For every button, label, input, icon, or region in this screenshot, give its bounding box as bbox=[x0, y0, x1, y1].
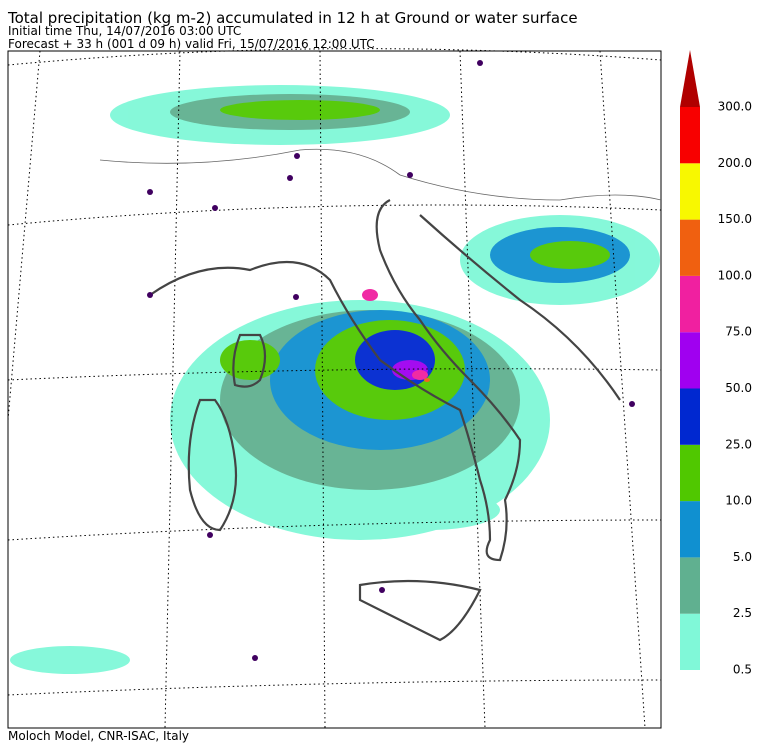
colorbar-label: 2.5 bbox=[733, 606, 752, 620]
colorbar-label: 100.0 bbox=[718, 268, 752, 282]
colorbar-label: 75.0 bbox=[725, 325, 752, 339]
colorbar-label: 150.0 bbox=[718, 212, 752, 226]
colorbar-bin bbox=[680, 388, 700, 445]
colorbar: 0.5 2.5 5.0 10.0 25.0 50.0 75.0 100.0 150.0 200.0… bbox=[680, 50, 752, 677]
colorbar-label: 300.0 bbox=[718, 100, 752, 114]
coastline bbox=[149, 199, 621, 642]
colorbar-bin bbox=[680, 219, 700, 276]
map bbox=[7, 48, 662, 729]
borders bbox=[99, 148, 662, 201]
initial-time: Initial time Thu, 14/07/2016 03:00 UTC bbox=[8, 24, 241, 38]
colorbar-bin bbox=[680, 275, 700, 333]
colorbar-label: 25.0 bbox=[725, 437, 752, 451]
colorbar-bin bbox=[680, 613, 700, 670]
colorbar-bin bbox=[680, 163, 700, 220]
colorbar-arrow bbox=[680, 50, 700, 107]
colorbar-label: 0.5 bbox=[733, 663, 752, 677]
title: Total precipitation (kg m-2) accumulated… bbox=[7, 9, 578, 27]
colorbar-label: 5.0 bbox=[733, 550, 752, 564]
colorbar-label: 50.0 bbox=[725, 381, 752, 395]
colorbar-label: 10.0 bbox=[725, 494, 752, 508]
colorbar-label: 200.0 bbox=[718, 156, 752, 170]
colorbar-bin bbox=[680, 557, 700, 614]
colorbar-bin bbox=[680, 107, 700, 164]
colorbar-bin bbox=[680, 332, 700, 389]
forecast-time: Forecast + 33 h (001 d 09 h) valid Fri, … bbox=[8, 37, 375, 51]
city-markers bbox=[147, 60, 635, 661]
graticule bbox=[7, 48, 662, 729]
colorbar-bin bbox=[680, 444, 700, 502]
colorbar-bin bbox=[680, 501, 700, 558]
footer: Moloch Model, CNR-ISAC, Italy bbox=[8, 729, 189, 743]
